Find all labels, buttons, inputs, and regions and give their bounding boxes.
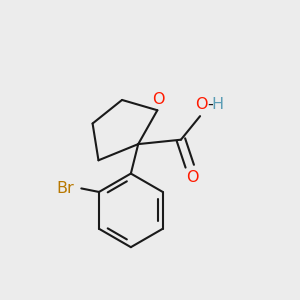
Text: H: H [212,97,224,112]
Text: -: - [207,97,213,112]
Text: O: O [195,97,208,112]
Text: O: O [153,92,165,107]
Text: O: O [186,170,199,185]
Text: Br: Br [57,181,74,196]
